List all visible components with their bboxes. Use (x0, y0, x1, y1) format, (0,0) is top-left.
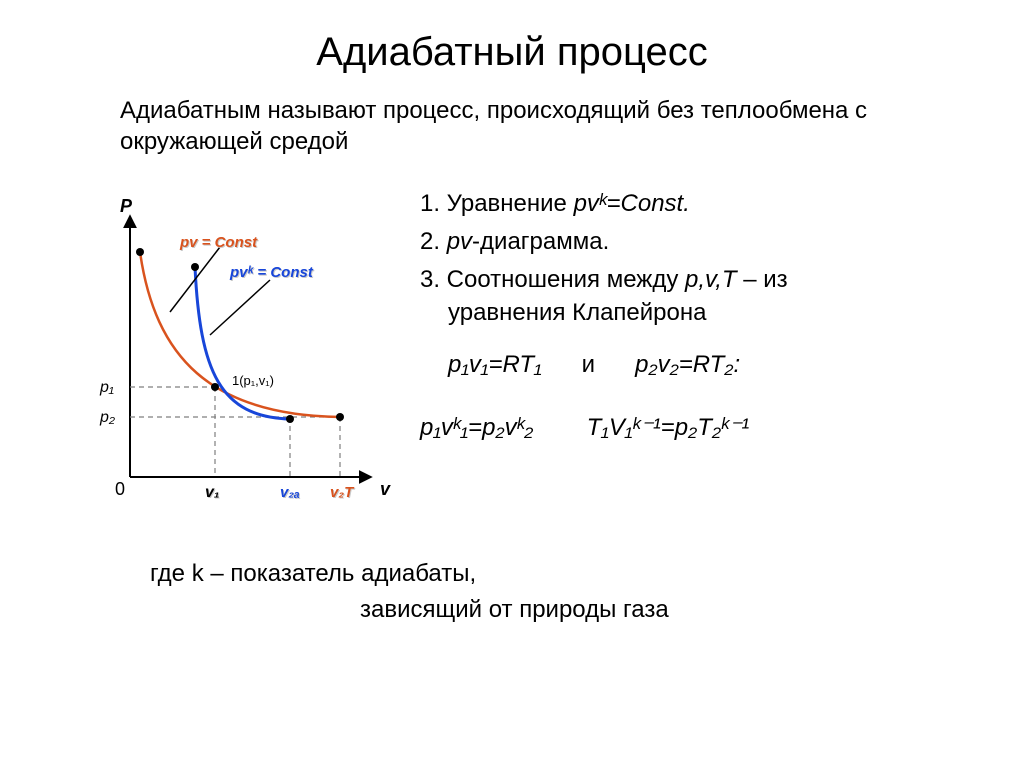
equations: p₁v₁=RT₁ и p₂v₂=RT₂: p₁vᵏ₁=p₂vᵏ₂ T₁V₁ᵏ⁻¹… (420, 348, 964, 445)
list-item-1-expr: pvᵏ=Const. (574, 190, 690, 217)
eq-pv-rt-left: p₁v₁=RT₁ (448, 351, 542, 378)
footer-line-2: зависящий от природы газа (360, 596, 964, 624)
list-item-1-prefix: 1. Уравнение (420, 190, 574, 217)
slide-root: Адиабатный процесс Адиабатным называют п… (0, 0, 1024, 767)
list-item-3: 3. Соотношения между p,v,T – из уравнени… (420, 263, 964, 330)
equation-line-2: p₁vᵏ₁=p₂vᵏ₂ T₁V₁ᵏ⁻¹=p₂T₂ᵏ⁻¹ (420, 411, 964, 445)
body-row: pv = Constpv = Constpvᵏ = Constpvᵏ = Con… (60, 187, 964, 522)
svg-text:v₂T: v₂T (330, 484, 355, 501)
svg-text:v₁: v₁ (205, 484, 220, 501)
eq-pv-rt-right: p₂v₂=RT₂: (635, 351, 740, 378)
footer-line-1: где k – показатель адиабаты, (150, 560, 964, 588)
svg-text:v: v (380, 479, 391, 499)
list-item-2-prefix: 2. (420, 228, 447, 255)
slide-title: Адиабатный процесс (60, 30, 964, 75)
svg-text:0: 0 (115, 479, 125, 499)
pv-chart-container: pv = Constpv = Constpvᵏ = Constpvᵏ = Con… (60, 187, 400, 522)
eq-and: и (582, 351, 595, 378)
list-item-3-prefix: 3. Соотношения между (420, 266, 685, 293)
list-item-3-i: p,v,T (685, 266, 737, 293)
list-column: 1. Уравнение pvᵏ=Const. 2. pv-диаграмма.… (420, 187, 964, 445)
svg-text:p₁: p₁ (99, 379, 114, 396)
svg-text:P: P (120, 196, 133, 216)
equation-line-1: p₁v₁=RT₁ и p₂v₂=RT₂: (448, 348, 964, 382)
svg-text:1(p₁,v₁): 1(p₁,v₁) (232, 373, 274, 388)
eq-line2-a: p₁vᵏ₁=p₂vᵏ₂ (420, 414, 533, 441)
pv-chart: pv = Constpv = Constpvᵏ = Constpvᵏ = Con… (60, 187, 400, 517)
svg-text:v₂ₐ: v₂ₐ (280, 484, 300, 501)
svg-text:pv = Const: pv = Const (179, 234, 258, 251)
list-item-2-i: pv (447, 228, 472, 255)
list-item-2-rest: -диаграмма. (472, 228, 609, 255)
definition-text: Адиабатным называют процесс, происходящи… (120, 95, 934, 157)
list-item-1: 1. Уравнение pvᵏ=Const. (420, 187, 964, 221)
svg-text:pvᵏ = Const: pvᵏ = Const (229, 264, 314, 281)
svg-text:p₂: p₂ (99, 409, 115, 426)
list-item-3-line2: уравнения Клапейрона (448, 296, 964, 330)
list-item-3-rest: – из (737, 266, 788, 293)
eq-line2-b: T₁V₁ᵏ⁻¹=p₂T₂ᵏ⁻¹ (587, 414, 750, 441)
list-item-2: 2. pv-диаграмма. (420, 225, 964, 259)
